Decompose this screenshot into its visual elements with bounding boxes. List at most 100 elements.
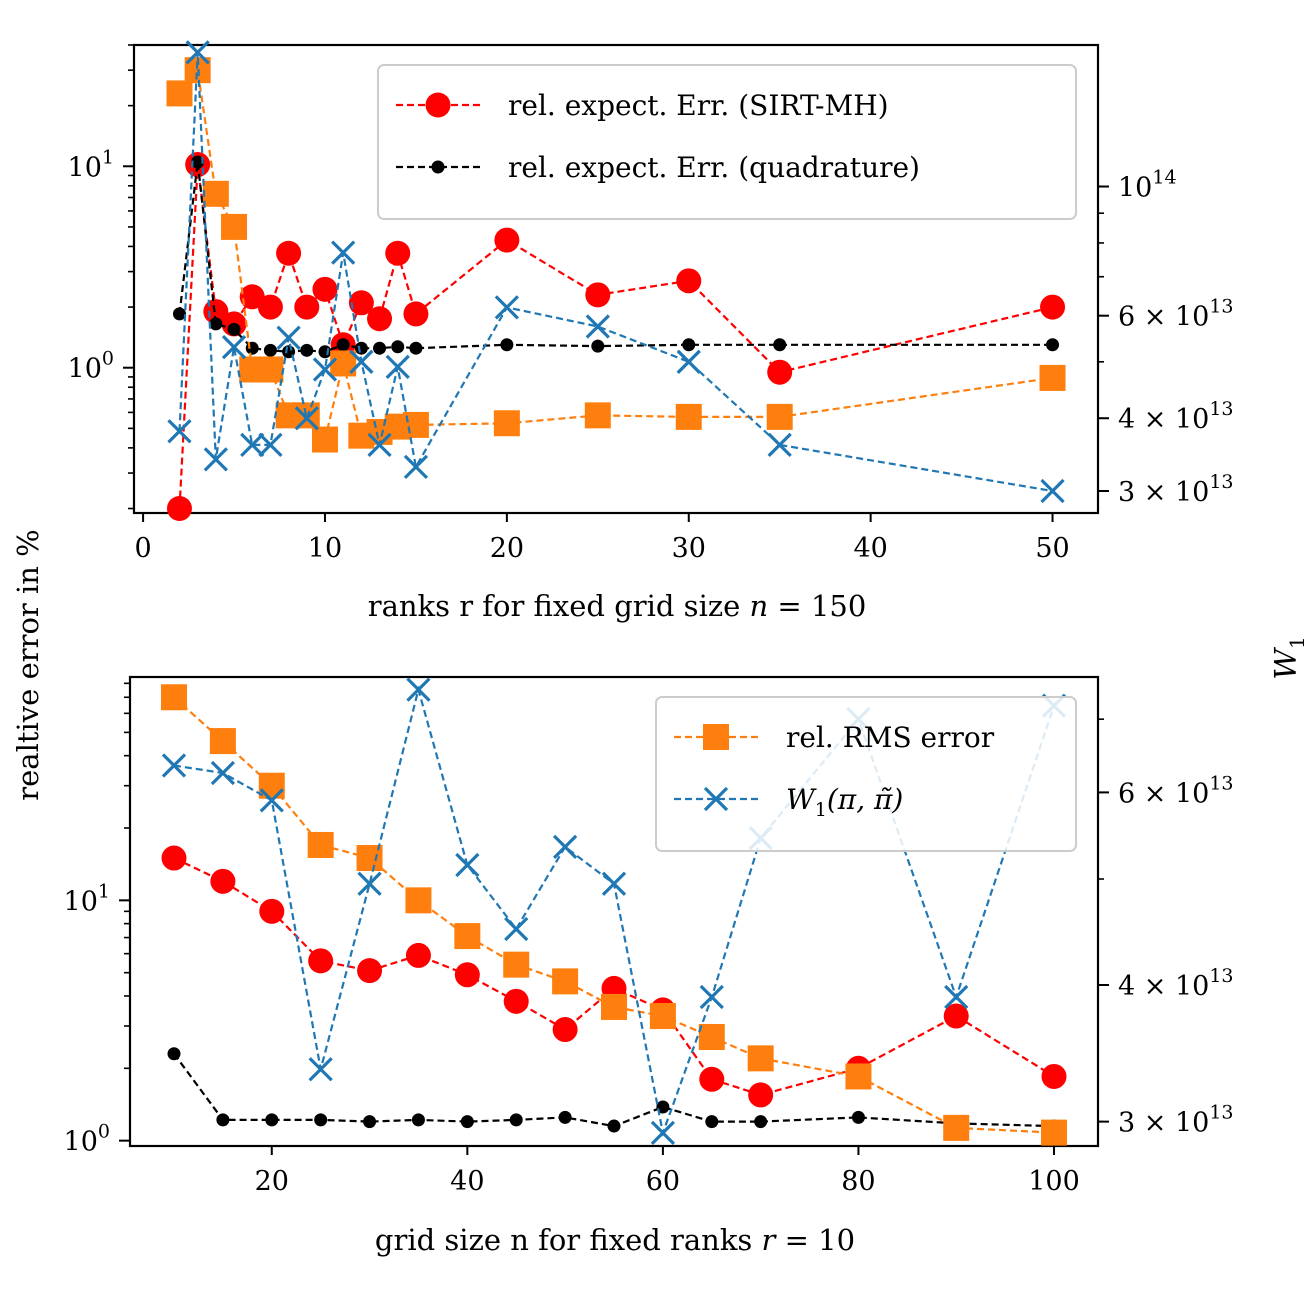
top-y2-tick-label: 3 × 1013 [1118,471,1234,508]
bottom-rms-point [845,1063,872,1090]
bottom-legend-label-sub: 1 [815,799,827,821]
bottom-x-tick-label: 60 [646,1166,680,1197]
top-x-axis-label-var: n [750,589,769,623]
top-y2-tick-label: 4 × 1013 [1118,398,1234,435]
top-y2-tick-mantissa: 4 × 10 [1118,404,1209,435]
top-y2-tick-label: 6 × 1013 [1118,296,1234,333]
top-sirt-point [276,240,302,266]
bottom-w1-point [406,677,431,702]
bottom-y-tick-base: 10 [64,886,98,917]
top-x-axis-label-value: = 150 [768,589,866,623]
bottom-w1-point [699,984,724,1010]
top-y2-tick-mantissa: 10 [1118,173,1152,204]
top-sirt-point [1040,294,1066,320]
top-x-tick-label: 50 [1035,533,1069,564]
top-w1-point [240,432,265,458]
bottom-quad-point [558,1110,572,1124]
bottom-y2-tick-exp: 13 [1209,965,1233,987]
bottom-w1-point [504,916,529,942]
top-w1-point [385,354,410,380]
bottom-w1-point [161,753,187,778]
top-sirt-point [294,294,320,320]
top-sirt-point [166,496,192,522]
bottom-legend-label-w: W [786,783,817,816]
bottom-x-tick-label: 20 [255,1166,289,1197]
bottom-quad-point [656,1100,670,1114]
top-legend-label: rel. expect. Err. (SIRT-MH) [508,89,889,122]
top-series-quad [172,155,1060,359]
top-quad-point [336,338,350,352]
shared-y-axis-label: realtive error in % [11,529,45,800]
top-legend: rel. expect. Err. (SIRT-MH) rel. expect. … [377,64,1077,220]
top-w1-point [221,334,247,360]
bottom-quad-point [705,1115,719,1129]
bottom-sirt-point [357,958,383,984]
bottom-rms-point [552,968,579,995]
bottom-y2-tick-label: 6 × 1013 [1118,772,1234,809]
top-w1-point [294,406,319,431]
bottom-legend-label: W1(π, π̃) [786,783,903,821]
bottom-rms-point [698,1023,725,1050]
top-y2-tick-label: 1014 [1118,167,1177,204]
bottom-quad-point [265,1113,279,1127]
bottom-rms-point [943,1114,970,1141]
top-y-tick-base: 10 [68,354,102,385]
bottom-rms-point [405,887,432,914]
top-w1-point [258,432,283,458]
top-quad-point [191,155,205,169]
top-quad-point [500,338,514,352]
bottom-w1-point [259,788,284,813]
top-y2-tick-exp: 14 [1152,167,1176,189]
top-y2-tick-exp: 13 [1209,398,1233,420]
top-rms-point [1039,364,1066,391]
bottom-w1-point [944,984,969,1010]
top-y2-tick-mantissa: 3 × 10 [1118,477,1209,508]
bottom-x-axis-label-text: grid size n for fixed ranks [375,1223,762,1257]
top-quad-point [172,307,186,321]
right-y-axis-label: W1 [1269,636,1309,680]
top-legend-label: rel. expect. Err. (quadrature) [508,151,920,184]
top-y-tick-exp: 0 [102,348,114,370]
bottom-sirt-point [943,1003,969,1029]
top-sirt-point [239,284,265,310]
top-sirt-point [312,276,338,302]
top-x-tick-label: 10 [308,533,342,564]
top-w1-point [167,419,192,444]
top-legend-swatch-marker [425,92,451,118]
top-rms-point [584,402,611,429]
bottom-y-tick-exp: 0 [98,1121,110,1143]
top-y-tick-exp: 1 [102,146,114,168]
top-quad-point [209,317,223,331]
top-x-tick-label: 40 [853,533,887,564]
bottom-quad-point [411,1113,425,1127]
top-quad-point [318,345,332,359]
top-w1-point [676,349,701,374]
bottom-w1-point [210,760,236,786]
bottom-w1-point [601,871,627,896]
bottom-w1-point [552,834,578,859]
bottom-legend: rel. RMS error W1(π, π̃) [655,696,1077,852]
bottom-rms-point [454,923,481,950]
bottom-w1-point [650,1120,676,1145]
top-rms-point [221,213,248,240]
top-quad-point [773,338,787,352]
top-y2-tick-exp: 13 [1209,296,1233,318]
top-quad-point [300,343,314,357]
top-y-tick-label: 100 [68,348,114,385]
top-rms-point [675,403,702,430]
bottom-sirt-point [405,942,431,968]
top-y2-tick-mantissa: 6 × 10 [1118,302,1209,333]
bottom-rms-point [649,1003,676,1030]
bottom-x-axis-label-var: r [762,1223,778,1257]
right-y-axis-label-main: W [1269,647,1304,680]
bottom-rms-point [503,951,530,978]
bottom-y2-tick-mantissa: 3 × 10 [1118,1108,1209,1139]
bottom-x-tick-label: 40 [450,1166,484,1197]
bottom-sirt-point [1041,1063,1067,1089]
bottom-sirt-point [161,845,187,871]
bottom-x-axis-label-value: = 10 [775,1223,855,1257]
bottom-y-tick-label: 101 [64,880,110,917]
bottom-quad-point [363,1115,377,1129]
bottom-sirt-point [503,988,529,1014]
